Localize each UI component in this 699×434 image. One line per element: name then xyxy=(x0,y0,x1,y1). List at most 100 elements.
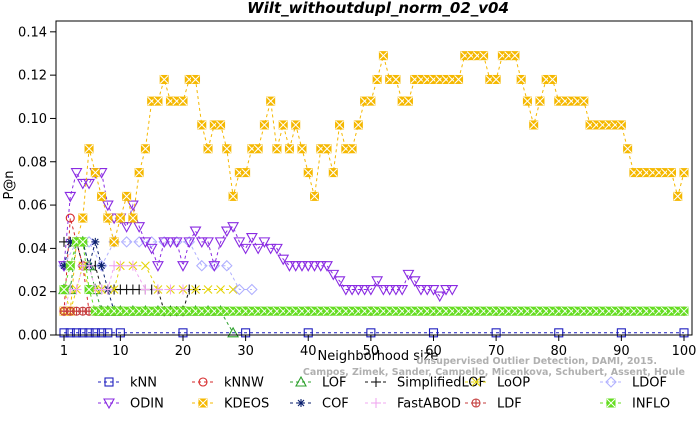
legend-label: LoOP xyxy=(497,376,530,391)
data-point-loop xyxy=(203,285,213,294)
legend-label: ODIN xyxy=(130,397,164,412)
data-point-kdeos xyxy=(259,120,269,130)
data-point-odin xyxy=(333,276,346,287)
data-point-kdeos xyxy=(353,120,363,130)
data-point-odin xyxy=(227,222,240,233)
legend-item-knnw: kNNW xyxy=(192,376,264,391)
watermark-line-1: Unsupervised Outlier Detection, DAMI, 20… xyxy=(416,356,657,367)
data-point-kdeos xyxy=(491,74,501,84)
axes: 1 10 20 30 40 50 60 70 80 90 100 0.00 0.02 0.04 0.06 0.… xyxy=(18,20,696,359)
data-point-odin xyxy=(339,284,352,296)
data-point-odin xyxy=(427,284,440,296)
data-point-kdeos xyxy=(347,144,357,154)
data-point-odin xyxy=(283,261,296,272)
legend-item-ldf: LDF xyxy=(465,397,522,412)
legend-swatch-marker xyxy=(103,398,115,410)
data-point-kdeos xyxy=(673,191,683,201)
legend-swatch-marker xyxy=(297,399,305,407)
legend-swatch-marker xyxy=(371,377,381,387)
x-tick-label: 40 xyxy=(300,344,317,359)
data-point-knn xyxy=(103,328,113,338)
legend-item-kdeos: KDEOS xyxy=(192,397,269,412)
series-line-fastabod xyxy=(63,265,183,312)
data-point-kdeos xyxy=(178,96,188,106)
x-tick-label: 60 xyxy=(425,344,442,359)
data-point-odin xyxy=(308,261,321,272)
legend-swatch-marker xyxy=(198,398,208,408)
legend-label: FastABOD xyxy=(397,397,461,412)
data-point-knn xyxy=(97,328,107,338)
data-point-ldof xyxy=(246,283,258,296)
data-point-odin xyxy=(321,261,333,272)
data-point-loop xyxy=(216,285,225,294)
y-tick-label: 0.06 xyxy=(18,199,47,214)
data-point-odin xyxy=(364,284,377,296)
data-point-kdeos xyxy=(97,191,107,201)
data-point-odin xyxy=(214,237,227,249)
data-point-odin xyxy=(139,237,152,249)
data-point-kdeos xyxy=(134,168,144,178)
data-point-odin xyxy=(289,261,302,272)
y-tick-label: 0.14 xyxy=(18,25,47,40)
data-point-odin xyxy=(126,200,139,212)
data-point-kdeos xyxy=(579,96,589,106)
data-point-kdeos xyxy=(403,96,413,106)
data-point-ldof xyxy=(95,259,108,272)
legend: kNN kNNW LOF SimplifiedLOF LoOP LDOF ODIN KDEOS… xyxy=(98,376,670,412)
data-point-odin xyxy=(101,200,114,212)
data-point-fastabod xyxy=(102,284,113,295)
x-tick-label: 30 xyxy=(237,344,254,359)
x-axis-label: Neighborhood size xyxy=(318,349,439,364)
legend-swatch-marker xyxy=(606,398,616,408)
data-point-odin xyxy=(233,237,246,249)
x-tick-label: 70 xyxy=(488,344,505,359)
x-tick-label: 10 xyxy=(112,344,129,359)
data-point-kdeos xyxy=(90,168,100,178)
legend-swatch-marker xyxy=(104,377,114,387)
data-point-inflo xyxy=(65,261,75,271)
data-point-kdeos xyxy=(203,144,213,154)
data-point-loop xyxy=(141,261,150,271)
data-point-kdeos xyxy=(297,144,307,154)
legend-label: LDF xyxy=(497,397,522,412)
data-point-odin xyxy=(258,237,271,249)
data-point-knn xyxy=(65,328,75,338)
data-point-odin xyxy=(170,237,183,249)
legend-swatch-marker xyxy=(198,377,208,387)
data-point-knn xyxy=(78,328,88,338)
data-point-odin xyxy=(83,178,95,190)
data-point-ldof xyxy=(145,236,158,248)
data-point-kdeos xyxy=(547,74,557,84)
data-point-odin xyxy=(270,243,283,255)
y-tick-label: 0.04 xyxy=(18,242,47,257)
data-point-ldof xyxy=(195,259,208,272)
legend-swatch-marker xyxy=(371,398,381,408)
data-point-fastabod xyxy=(152,284,163,295)
x-tick-label: 80 xyxy=(550,344,567,359)
data-point-odin xyxy=(358,284,371,296)
data-point-knn xyxy=(90,328,100,338)
legend-label: LOF xyxy=(322,376,347,391)
data-point-odin xyxy=(389,284,402,296)
data-point-loop xyxy=(228,285,238,294)
legend-label: SimplifiedLOF xyxy=(397,376,486,391)
data-point-kdeos xyxy=(666,168,676,178)
data-point-kdeos xyxy=(623,144,633,154)
data-point-inflo xyxy=(78,237,88,247)
data-point-lof xyxy=(227,326,240,338)
data-point-loop xyxy=(109,285,119,294)
legend-label: INFLO xyxy=(632,397,670,412)
data-point-kdeos xyxy=(335,120,345,130)
data-point-kdeos xyxy=(140,144,150,154)
data-point-odin xyxy=(189,226,202,238)
data-point-cof xyxy=(97,261,106,270)
series-cof xyxy=(60,237,187,316)
data-point-odin xyxy=(76,178,89,190)
data-point-fastabod xyxy=(115,260,126,271)
data-point-odin xyxy=(158,237,171,249)
data-point-knnw xyxy=(65,213,75,223)
data-point-ldof xyxy=(233,283,246,296)
data-point-odin xyxy=(252,243,265,255)
x-tick-label: 20 xyxy=(175,344,192,359)
